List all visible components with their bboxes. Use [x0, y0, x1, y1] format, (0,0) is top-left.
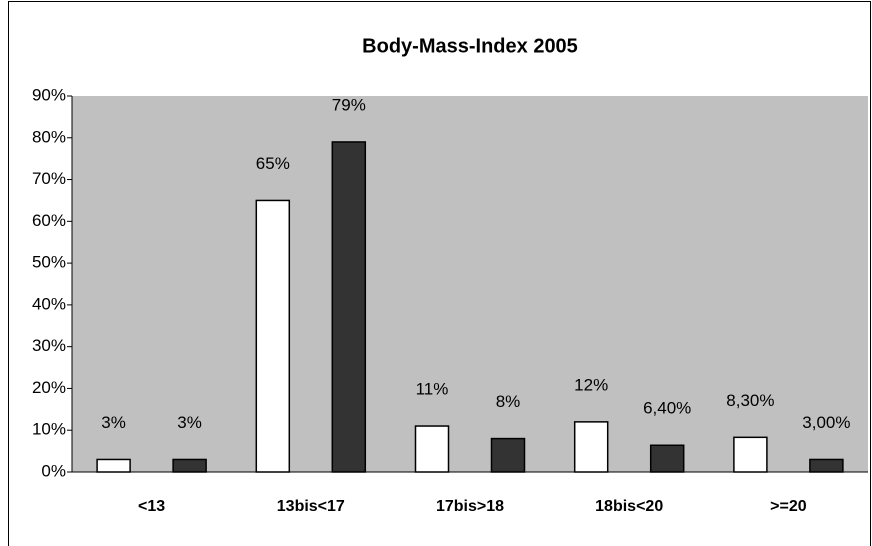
y-tick-label: 40%	[32, 294, 66, 313]
y-tick-label: 50%	[32, 253, 66, 272]
data-label: 3%	[101, 413, 126, 432]
x-tick-label: <13	[138, 498, 165, 515]
chart-title: Body-Mass-Index 2005	[362, 35, 578, 57]
bar	[255, 199, 291, 473]
data-label: 8,30%	[726, 391, 774, 410]
plot-area	[72, 96, 868, 472]
bar	[573, 421, 609, 473]
data-label: 11%	[416, 380, 449, 399]
bar	[649, 444, 685, 473]
x-tick-label: 18bis<20	[595, 498, 663, 515]
data-label: 6,40%	[643, 399, 691, 418]
y-tick-label: 80%	[32, 127, 66, 146]
bar	[172, 458, 207, 473]
y-tick-label: 70%	[32, 169, 66, 188]
data-label: 12%	[574, 375, 608, 394]
bar	[414, 425, 450, 473]
data-label: 79%	[332, 95, 366, 114]
y-tick-label: 90%	[32, 85, 66, 104]
y-tick-label: 60%	[32, 211, 66, 230]
y-tick-label: 20%	[32, 378, 66, 397]
data-label: 3%	[177, 413, 202, 432]
data-label: 65%	[256, 154, 290, 173]
x-tick-label: 17bis>18	[436, 498, 504, 515]
bar	[490, 437, 526, 473]
data-label: 8%	[496, 392, 521, 411]
bar	[331, 141, 367, 473]
y-tick-label: 0%	[41, 461, 66, 480]
data-label: 3,00%	[802, 413, 850, 432]
bar	[733, 436, 768, 473]
x-tick-label: 13bis<17	[277, 498, 345, 515]
y-tick-label: 10%	[32, 420, 66, 439]
x-tick-label: >=20	[770, 498, 807, 515]
bar	[96, 458, 131, 473]
y-tick-label: 30%	[32, 336, 66, 355]
bar	[809, 458, 844, 473]
